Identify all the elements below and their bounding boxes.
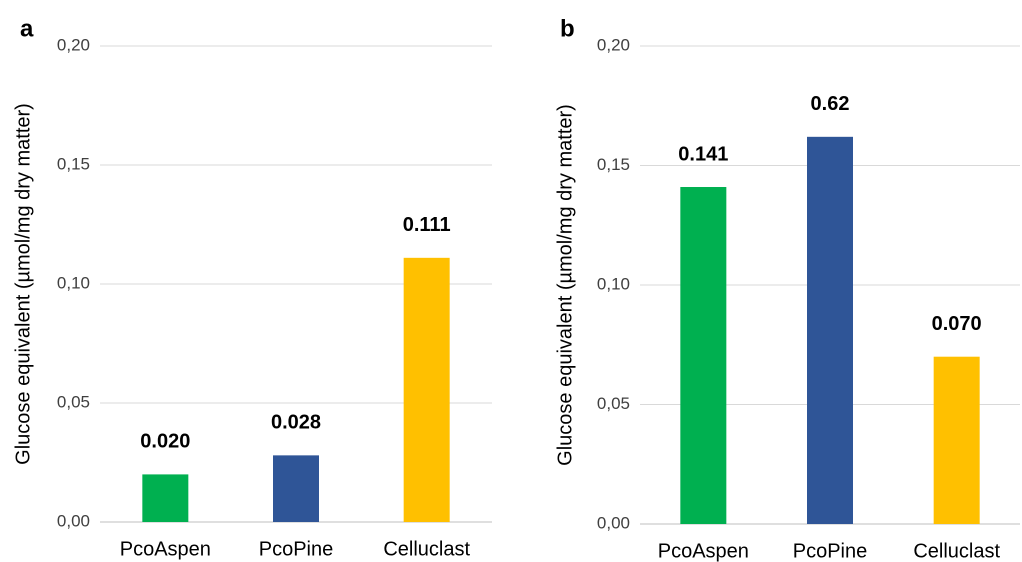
y-tick-label: 0,00 (597, 513, 630, 532)
panel-label: a (20, 15, 34, 42)
x-tick-label: Celluclast (913, 540, 1000, 562)
y-tick-label: 0,10 (597, 274, 630, 293)
bar (273, 455, 319, 522)
value-label: 0.141 (678, 143, 728, 165)
value-label: 0.62 (811, 93, 850, 115)
value-label: 0.020 (140, 431, 190, 453)
x-tick-label: PcoPine (259, 538, 334, 560)
y-tick-label: 0,15 (57, 154, 90, 173)
x-tick-label: PcoPine (793, 540, 868, 562)
value-label: 0.070 (932, 313, 982, 335)
bar (403, 257, 450, 522)
x-tick-label: Celluclast (383, 538, 470, 560)
y-tick-label: 0,00 (57, 511, 90, 530)
panel-label: b (560, 15, 575, 42)
y-axis-title: Glucose equivalent (µmol/mg dry matter) (12, 103, 34, 465)
y-tick-label: 0,20 (57, 35, 90, 54)
value-label: 0.111 (403, 214, 451, 236)
y-axis-title: Glucose equivalent (µmol/mg dry matter) (554, 104, 576, 466)
bar (142, 474, 189, 522)
y-tick-label: 0,05 (57, 392, 90, 411)
y-tick-label: 0,15 (597, 155, 630, 174)
value-label: 0.028 (271, 412, 321, 434)
y-tick-label: 0,20 (597, 35, 630, 54)
bar (680, 187, 727, 524)
bar (807, 136, 853, 524)
x-tick-label: PcoAspen (658, 540, 749, 562)
y-tick-label: 0,10 (57, 273, 90, 292)
y-tick-label: 0,05 (597, 394, 630, 413)
x-tick-label: PcoAspen (120, 538, 211, 560)
bar (933, 356, 980, 524)
